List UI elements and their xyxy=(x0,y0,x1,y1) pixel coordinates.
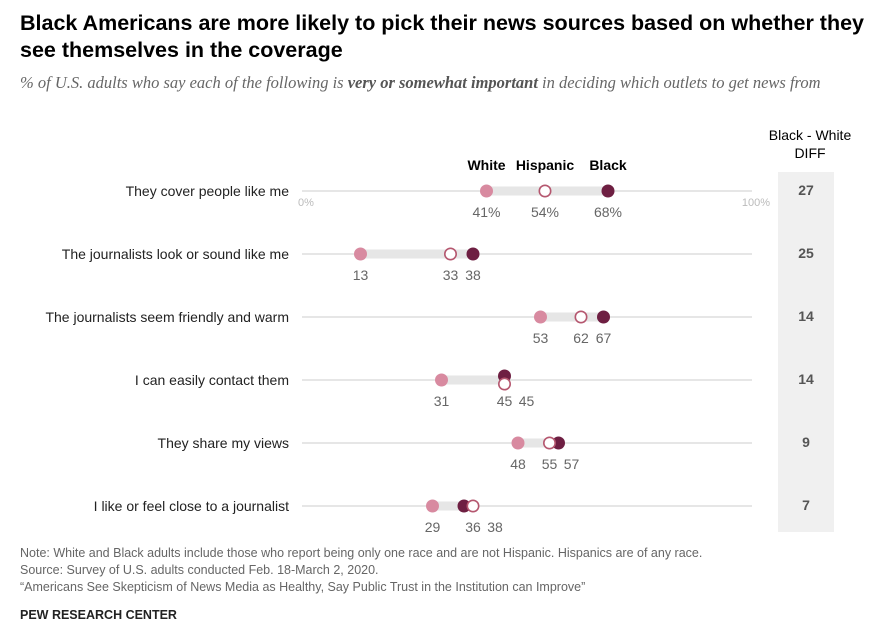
category-label: The journalists seem friendly and warm xyxy=(45,309,289,325)
dot-plot-chart: White Hispanic Black 0% 100% They cover peopl… xyxy=(45,157,770,535)
white-value-label: 48 xyxy=(510,456,526,472)
hispanic-dot xyxy=(538,184,552,198)
hispanic-value-label: 62 xyxy=(573,330,589,346)
white-dot xyxy=(354,247,367,261)
subtitle-bold: very or somewhat important xyxy=(347,73,538,92)
diff-value: 7 xyxy=(802,497,810,513)
category-label: They share my views xyxy=(158,435,289,451)
white-dot xyxy=(426,499,439,513)
source-org: PEW RESEARCH CENTER xyxy=(20,608,177,622)
white-dot xyxy=(534,310,547,324)
hispanic-dot xyxy=(443,247,457,261)
x-tick-label: 0% xyxy=(298,197,314,209)
category-label: I like or feel close to a journalist xyxy=(94,498,289,514)
hispanic-value-label: 36 xyxy=(465,519,481,535)
white-value-label: 53 xyxy=(533,330,549,346)
diff-value: 9 xyxy=(802,434,810,450)
subtitle-post: in deciding which outlets to get news fr… xyxy=(537,73,821,92)
hispanic-value-label: 55 xyxy=(542,456,558,472)
white-value-label: 13 xyxy=(353,267,369,283)
category-label: They cover people like me xyxy=(126,183,290,199)
black-value-label: 45 xyxy=(519,393,535,409)
notes: Note: White and Black adults include tho… xyxy=(20,545,702,596)
hispanic-dot xyxy=(497,377,511,391)
white-value-label: 29 xyxy=(425,519,441,535)
x-tick-label: 100% xyxy=(742,197,770,209)
black-value-label: 38 xyxy=(487,519,503,535)
black-dot xyxy=(601,184,615,198)
white-dot xyxy=(511,436,525,450)
hispanic-value-label: 54% xyxy=(531,204,559,220)
black-value-label: 68% xyxy=(594,204,622,220)
black-dot xyxy=(457,499,471,513)
chart-title: Black Americans are more likely to pick … xyxy=(20,11,865,62)
subtitle-pre: % of U.S. adults who say each of the fol… xyxy=(20,73,348,92)
note-line: Note: White and Black adults include tho… xyxy=(20,546,703,560)
white-dot xyxy=(435,373,448,387)
legend-label-white: White xyxy=(467,157,505,173)
hispanic-dot xyxy=(542,436,556,450)
hispanic-dot xyxy=(574,310,588,324)
black-dot xyxy=(552,436,565,450)
report-title-line: “Americans See Skepticism of News Media … xyxy=(20,580,586,594)
diff-value: 14 xyxy=(798,308,814,324)
diff-header-line1: Black - White xyxy=(768,127,852,143)
legend-label-black: Black xyxy=(589,157,627,173)
black-dot xyxy=(466,247,480,261)
black-value-label: 57 xyxy=(564,456,580,472)
hispanic-value-label: 45 xyxy=(497,393,513,409)
black-value-label: 67 xyxy=(596,330,612,346)
chart-subtitle: % of U.S. adults who say each of the fol… xyxy=(20,72,850,93)
legend-label-hispanic: Hispanic xyxy=(516,157,575,173)
diff-column-background xyxy=(778,172,834,532)
hispanic-value-label: 33 xyxy=(443,267,459,283)
diff-value: 27 xyxy=(798,182,814,198)
hispanic-dot xyxy=(466,499,480,513)
white-value-label: 31 xyxy=(434,393,450,409)
diff-value: 14 xyxy=(798,371,814,387)
white-value-label: 41% xyxy=(472,204,500,220)
category-label: The journalists look or sound like me xyxy=(62,246,289,262)
black-dot xyxy=(597,310,610,324)
source-line: Source: Survey of U.S. adults conducted … xyxy=(20,563,379,577)
diff-value: 25 xyxy=(798,245,814,261)
black-value-label: 38 xyxy=(465,267,481,283)
white-dot xyxy=(480,184,493,198)
diff-column-header: Black - White DIFF xyxy=(760,126,860,162)
diff-header-line2: DIFF xyxy=(794,145,826,161)
category-label: I can easily contact them xyxy=(135,372,289,388)
